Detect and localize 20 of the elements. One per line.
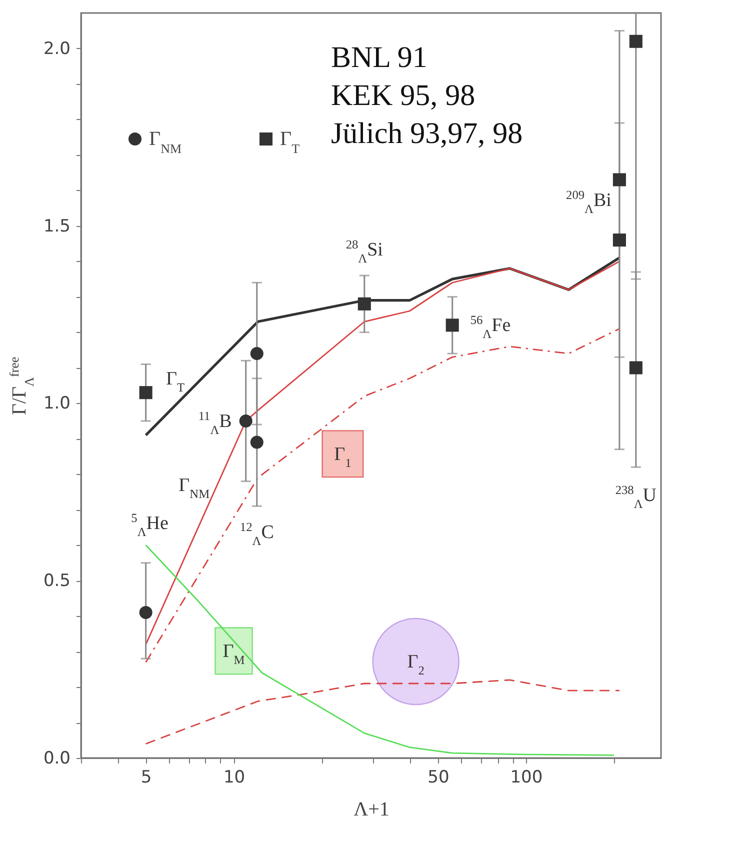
annotation: Γ$_{M}$ [222, 640, 245, 667]
x-tick-label: 10 [223, 768, 246, 788]
annotation: Γ$_{2}$ [407, 652, 424, 678]
annotation: Γ$_{1}$ [334, 444, 352, 470]
y-tick-label: 0.5 [43, 571, 70, 592]
legend-label: Γ$_{T}$ [280, 128, 300, 156]
annotation: Γ$_{T}$ [166, 368, 185, 395]
x-tick-label: 100 [510, 768, 543, 788]
x-tick-label: 50 [428, 768, 450, 788]
x-axis-title: Λ+1 [354, 798, 390, 820]
x-tick-label: 5 [140, 768, 152, 788]
y-tick-label: 0.0 [43, 748, 70, 768]
y-tick-label: 1.0 [43, 394, 70, 414]
annotation: Jülich 93,97, 98 [331, 117, 523, 150]
y-tick-label: 2.0 [43, 38, 70, 59]
annotation: Γ$_{NM}$ [178, 474, 210, 501]
annotation: KEK 95, 98 [331, 79, 476, 112]
annotation: BNL 91 [331, 41, 428, 74]
y-tick-label: 1.5 [43, 216, 70, 236]
legend-label: Γ$_{NM}$ [149, 128, 182, 156]
